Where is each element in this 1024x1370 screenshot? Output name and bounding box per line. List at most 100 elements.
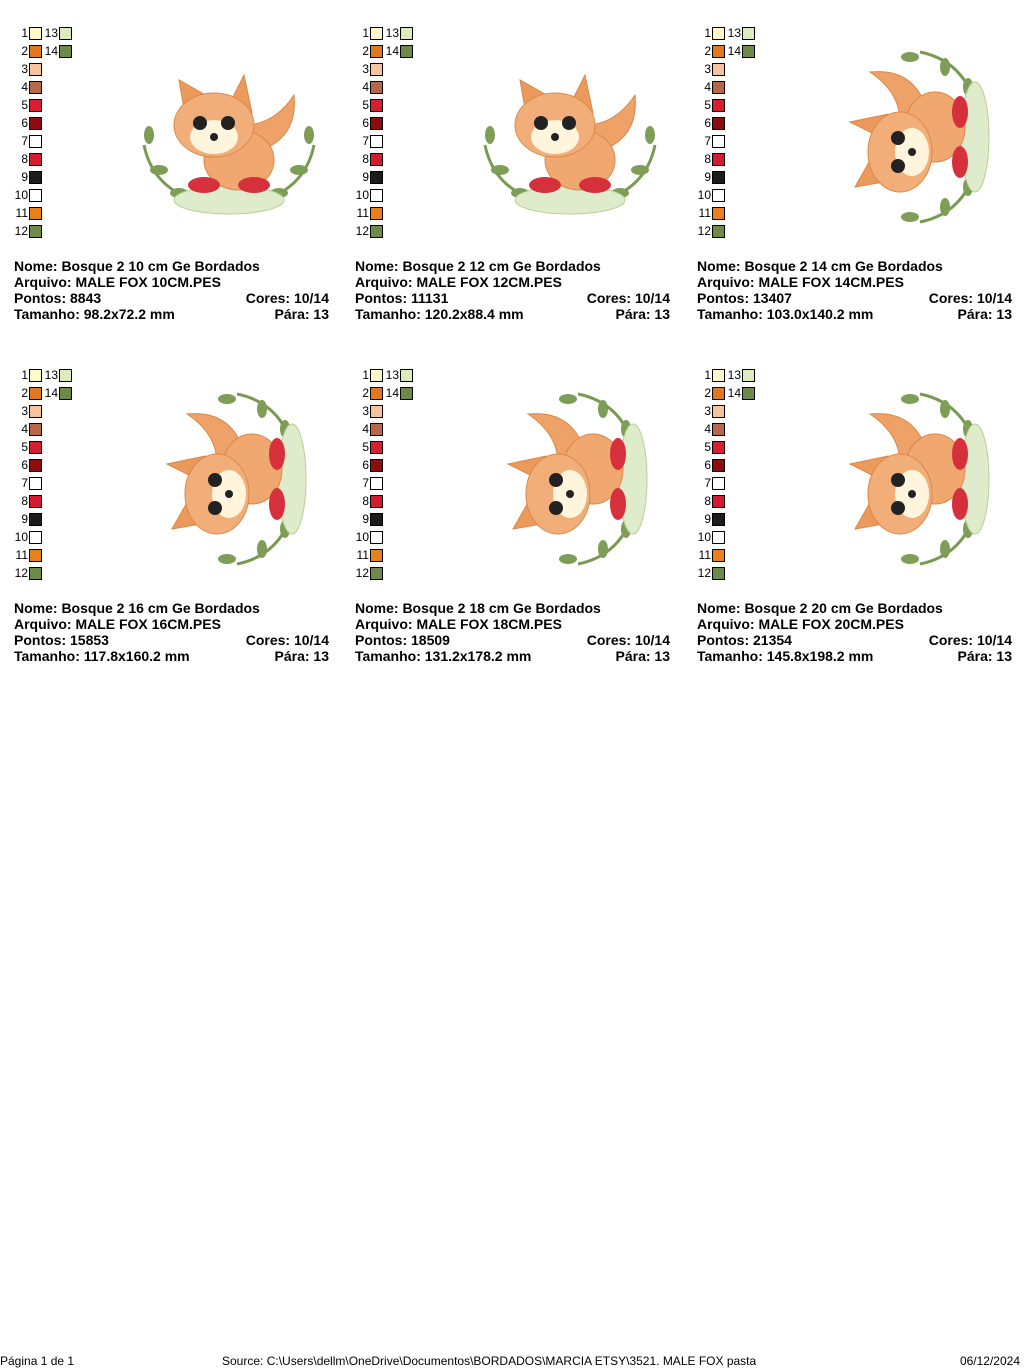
color-swatch bbox=[370, 153, 383, 166]
swatch-number: 12 bbox=[14, 224, 28, 238]
swatch-number: 8 bbox=[704, 494, 711, 508]
swatch-number: 7 bbox=[362, 134, 369, 148]
design-preview bbox=[848, 392, 990, 566]
design-preview bbox=[142, 73, 316, 215]
color-swatch bbox=[29, 477, 42, 490]
swatch-number: 6 bbox=[21, 116, 28, 130]
color-swatch bbox=[370, 423, 383, 436]
color-swatch bbox=[29, 153, 42, 166]
color-swatch bbox=[712, 117, 725, 130]
design-card: 1 2 3 4 5 6 7 8 9 10 11 12 13 14 Nome: Bosque 2 18 cm… bbox=[355, 367, 670, 677]
swatch-number: 11 bbox=[15, 206, 28, 220]
color-swatch bbox=[29, 81, 42, 94]
swatch-number: 8 bbox=[21, 494, 28, 508]
color-swatch bbox=[370, 63, 383, 76]
color-swatch bbox=[742, 45, 755, 58]
design-file: Arquivo: MALE FOX 14CM.PES bbox=[697, 274, 904, 290]
design-preview bbox=[506, 392, 648, 566]
design-card: 1 2 3 4 5 6 7 8 9 10 11 12 13 14 Nome: Bosque 2 20 cm… bbox=[697, 367, 1012, 677]
color-swatch bbox=[370, 387, 383, 400]
color-swatch bbox=[712, 27, 725, 40]
swatch-number: 5 bbox=[362, 98, 369, 112]
swatch-number: 6 bbox=[704, 116, 711, 130]
design-name: Nome: Bosque 2 20 cm Ge Bordados bbox=[697, 600, 943, 616]
swatch-number: 13 bbox=[44, 368, 58, 382]
swatch-number: 10 bbox=[697, 188, 711, 202]
swatch-number: 9 bbox=[21, 170, 28, 184]
swatch-number: 5 bbox=[704, 440, 711, 454]
swatch-number: 4 bbox=[21, 422, 28, 436]
swatch-number: 3 bbox=[21, 62, 28, 76]
swatch-number: 4 bbox=[704, 80, 711, 94]
design-stitches: Pontos: 15853 bbox=[14, 632, 109, 648]
swatch-number: 9 bbox=[362, 512, 369, 526]
swatch-number: 7 bbox=[704, 476, 711, 490]
design-card: 1 2 3 4 5 6 7 8 9 10 11 12 13 14 Nome: Bosque 2 10 cm… bbox=[14, 25, 329, 335]
swatch-number: 2 bbox=[704, 44, 711, 58]
color-swatch bbox=[712, 567, 725, 580]
design-name: Nome: Bosque 2 14 cm Ge Bordados bbox=[697, 258, 943, 274]
swatch-number: 1 bbox=[21, 368, 28, 382]
swatch-number: 14 bbox=[385, 44, 399, 58]
swatch-number: 5 bbox=[21, 98, 28, 112]
swatch-number: 12 bbox=[14, 566, 28, 580]
swatch-number: 11 bbox=[15, 548, 28, 562]
design-size: Tamanho: 120.2x88.4 mm bbox=[355, 306, 524, 322]
color-swatch bbox=[29, 63, 42, 76]
swatch-number: 12 bbox=[697, 566, 711, 580]
color-swatch bbox=[29, 459, 42, 472]
swatch-number: 6 bbox=[362, 116, 369, 130]
swatch-number: 14 bbox=[44, 44, 58, 58]
swatch-number: 8 bbox=[704, 152, 711, 166]
color-swatch bbox=[370, 567, 383, 580]
swatch-number: 4 bbox=[362, 422, 369, 436]
color-swatch bbox=[370, 459, 383, 472]
color-swatch bbox=[59, 387, 72, 400]
swatch-number: 8 bbox=[21, 152, 28, 166]
design-stitches: Pontos: 11131 bbox=[355, 290, 449, 306]
design-stops: Pára: 13 bbox=[274, 648, 329, 664]
swatch-number: 2 bbox=[704, 386, 711, 400]
swatch-number: 1 bbox=[21, 26, 28, 40]
swatch-number: 14 bbox=[385, 386, 399, 400]
color-swatch bbox=[29, 369, 42, 382]
color-swatch bbox=[712, 495, 725, 508]
color-swatch bbox=[29, 441, 42, 454]
color-swatch bbox=[370, 99, 383, 112]
design-card: 1 2 3 4 5 6 7 8 9 10 11 12 13 14 Nome: Bosque 2 14 cm… bbox=[697, 25, 1012, 335]
swatch-number: 3 bbox=[362, 404, 369, 418]
color-swatch bbox=[370, 45, 383, 58]
source-path: Source: C:\Users\dellm\OneDrive\Document… bbox=[222, 1354, 757, 1368]
color-swatch bbox=[712, 171, 725, 184]
color-swatch bbox=[59, 45, 72, 58]
swatch-number: 13 bbox=[44, 26, 58, 40]
color-swatch bbox=[712, 387, 725, 400]
color-swatch bbox=[712, 459, 725, 472]
color-swatch bbox=[712, 153, 725, 166]
swatch-number: 10 bbox=[14, 188, 28, 202]
swatch-number: 7 bbox=[21, 476, 28, 490]
color-swatch bbox=[370, 477, 383, 490]
swatch-number: 12 bbox=[355, 224, 369, 238]
color-swatch bbox=[370, 171, 383, 184]
swatch-number: 9 bbox=[362, 170, 369, 184]
color-swatch bbox=[370, 27, 383, 40]
swatch-number: 1 bbox=[704, 26, 711, 40]
color-swatch bbox=[400, 27, 413, 40]
color-swatch bbox=[370, 225, 383, 238]
swatch-number: 4 bbox=[704, 422, 711, 436]
color-swatch bbox=[712, 225, 725, 238]
color-swatch bbox=[712, 81, 725, 94]
design-size: Tamanho: 103.0x140.2 mm bbox=[697, 306, 874, 322]
color-swatch bbox=[29, 45, 42, 58]
color-swatch bbox=[370, 135, 383, 148]
design-stops: Pára: 13 bbox=[274, 306, 329, 322]
color-swatch bbox=[370, 207, 383, 220]
design-stops: Pára: 13 bbox=[615, 648, 670, 664]
design-art bbox=[465, 367, 675, 592]
swatch-number: 2 bbox=[21, 44, 28, 58]
color-swatch bbox=[712, 423, 725, 436]
swatch-number: 12 bbox=[697, 224, 711, 238]
swatch-number: 14 bbox=[727, 44, 741, 58]
